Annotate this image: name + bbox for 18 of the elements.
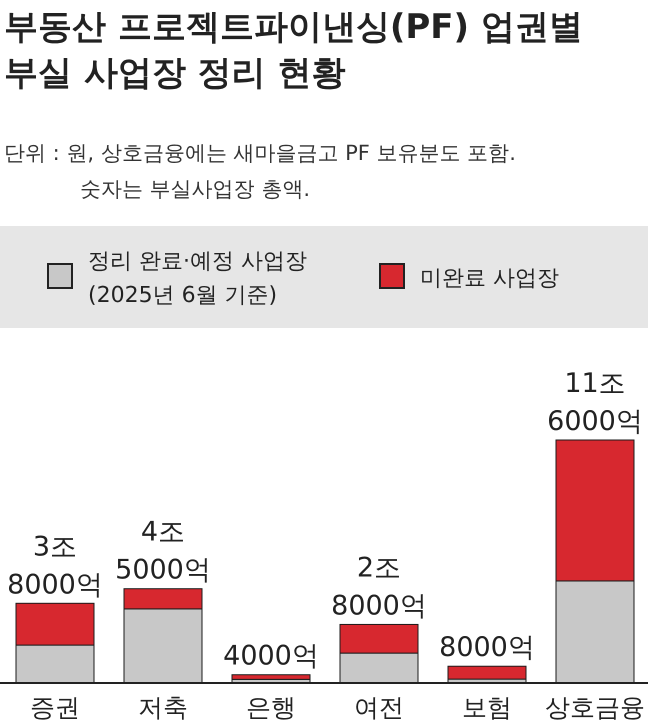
x-tick-label: 은행	[246, 693, 296, 722]
text: 단위 : 원, 상호금융에는 새마을금고 PF 보유분도 포함. 숫자는 부실사업장 총액.	[4, 141, 516, 201]
annotation: 11조 6000억	[547, 368, 643, 437]
legend-label: 정리 완료·예정 사업장 (2025년 6월 기준)	[88, 249, 307, 308]
legend-label: 미완료 사업장	[420, 266, 559, 291]
x-tick-label: 증권	[30, 693, 80, 722]
bar	[232, 674, 310, 680]
chart-title: 부동산 프로젝트파이낸싱(PF) 업권별 부실 사업장 정리 현황	[4, 7, 583, 93]
x-tick-label: 보험	[462, 693, 512, 722]
x-tick-label: 상호금융	[545, 693, 645, 722]
annotation: 4조 5000억	[115, 516, 211, 586]
bar	[448, 666, 526, 680]
x-tick-label: 여전	[354, 693, 404, 722]
x-tick-label: 저축	[138, 693, 188, 722]
annotation: 8000억	[439, 632, 535, 664]
annotation: 3조 8000억	[7, 531, 103, 600]
annotation: 4000억	[223, 640, 319, 672]
annotation: 2조 8000억	[331, 552, 427, 622]
